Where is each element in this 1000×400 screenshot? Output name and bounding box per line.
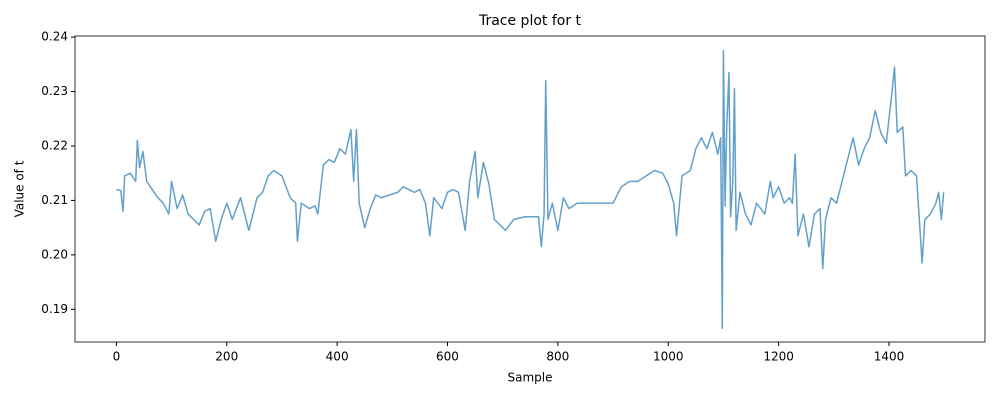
plot-frame (74, 35, 986, 343)
trace-line (116, 49, 945, 330)
y-tick-label: 0.19 (41, 302, 68, 316)
x-tick-label: 1000 (653, 350, 684, 364)
y-axis-label: Value of t (13, 160, 27, 217)
x-tick-label: 0 (113, 350, 121, 364)
x-tick-label: 1400 (874, 350, 905, 364)
y-tick-label: 0.24 (41, 30, 68, 44)
chart-title: Trace plot for t (478, 13, 582, 29)
y-tick-label: 0.22 (41, 138, 68, 152)
x-tick-label: 800 (546, 350, 569, 364)
x-tick-label: 200 (215, 350, 238, 364)
x-tick-label: 600 (436, 350, 459, 364)
y-tick-label: 0.21 (41, 193, 68, 207)
x-tick-label: 400 (326, 350, 349, 364)
y-tick-label: 0.23 (41, 84, 68, 98)
y-tick-label: 0.20 (41, 247, 68, 261)
x-tick-label: 1200 (763, 350, 794, 364)
x-axis-label: Sample (508, 371, 553, 385)
